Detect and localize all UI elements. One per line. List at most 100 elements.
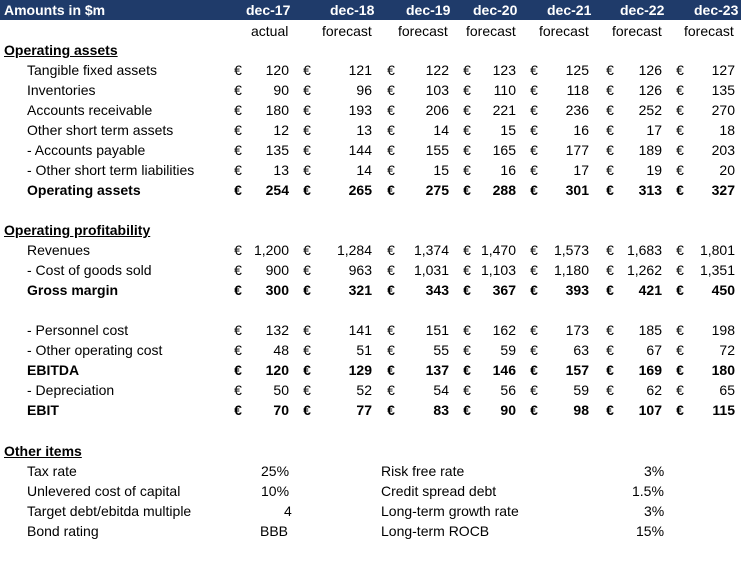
currency-symbol: € xyxy=(387,62,395,78)
currency-symbol: € xyxy=(387,382,395,398)
currency-symbol: € xyxy=(303,322,311,338)
param-label: Risk free rate xyxy=(381,463,465,479)
currency-symbol: € xyxy=(303,62,311,78)
cell-value: 126 xyxy=(638,82,662,98)
currency-symbol: € xyxy=(303,402,311,418)
currency-symbol: € xyxy=(676,342,684,358)
currency-symbol: € xyxy=(530,62,538,78)
cell-value: 65 xyxy=(719,382,735,398)
cell-value: 169 xyxy=(638,362,662,378)
cell-value: 14 xyxy=(356,162,372,178)
currency-symbol: € xyxy=(530,182,538,198)
currency-symbol: € xyxy=(234,82,242,98)
cell-value: 127 xyxy=(711,62,735,78)
currency-symbol: € xyxy=(234,402,242,418)
param-label: Target debt/ebitda multiple xyxy=(27,503,192,519)
currency-symbol: € xyxy=(676,162,684,178)
currency-symbol: € xyxy=(303,122,311,138)
currency-symbol: € xyxy=(463,102,471,118)
cell-value: 12 xyxy=(273,122,289,138)
section-heading-row: Operating profitability xyxy=(0,220,741,240)
currency-symbol: € xyxy=(463,242,471,258)
cell-value: 141 xyxy=(348,322,372,338)
currency-symbol: € xyxy=(387,322,395,338)
cell-value: 48 xyxy=(273,342,289,358)
currency-symbol: € xyxy=(303,162,311,178)
year-header: dec-20 xyxy=(473,2,518,18)
currency-symbol: € xyxy=(530,282,538,298)
cell-value: 54 xyxy=(433,382,449,398)
currency-symbol: € xyxy=(303,102,311,118)
cell-value: 173 xyxy=(565,322,589,338)
total-row: Gross margin €300 €321 €343 €367 €393 €421 €450 xyxy=(0,280,741,300)
currency-symbol: € xyxy=(234,262,242,278)
cell-value: 59 xyxy=(500,342,516,358)
cell-value: 135 xyxy=(265,142,289,158)
cell-value: 126 xyxy=(638,62,662,78)
currency-symbol: € xyxy=(303,82,311,98)
cell-value: 52 xyxy=(356,382,372,398)
param-value: 3% xyxy=(644,503,665,519)
row-label: EBIT xyxy=(27,402,59,418)
currency-symbol: € xyxy=(234,282,242,298)
currency-symbol: € xyxy=(676,142,684,158)
currency-symbol: € xyxy=(606,342,614,358)
currency-symbol: € xyxy=(463,382,471,398)
section-heading: Operating profitability xyxy=(4,222,151,238)
cell-value: 103 xyxy=(425,82,449,98)
currency-symbol: € xyxy=(303,242,311,258)
currency-symbol: € xyxy=(676,382,684,398)
currency-symbol: € xyxy=(387,162,395,178)
cell-value: 301 xyxy=(565,182,589,198)
cell-value: 16 xyxy=(573,122,589,138)
currency-symbol: € xyxy=(303,142,311,158)
column-type: forecast xyxy=(322,23,372,39)
table-row: Revenues €1,200 €1,284 €1,374 €1,470 €1,573 €1… xyxy=(0,240,741,260)
currency-symbol: € xyxy=(530,102,538,118)
currency-symbol: € xyxy=(463,162,471,178)
cell-value: 13 xyxy=(356,122,372,138)
row-label: - Personnel cost xyxy=(27,322,129,338)
currency-symbol: € xyxy=(303,342,311,358)
cell-value: 125 xyxy=(565,62,589,78)
cell-value: 16 xyxy=(500,162,516,178)
currency-symbol: € xyxy=(303,282,311,298)
units-title: Amounts in $m xyxy=(4,2,106,18)
cell-value: 121 xyxy=(348,62,372,78)
param-value: 10% xyxy=(261,483,290,499)
section-heading: Operating assets xyxy=(4,42,118,58)
param-label: Unlevered cost of capital xyxy=(27,483,181,499)
row-label: Gross margin xyxy=(27,282,119,298)
cell-value: 15 xyxy=(433,162,449,178)
cell-value: 55 xyxy=(433,342,449,358)
year-header: dec-19 xyxy=(406,2,451,18)
currency-symbol: € xyxy=(676,322,684,338)
currency-symbol: € xyxy=(606,162,614,178)
cell-value: 129 xyxy=(348,362,372,378)
cell-value: 70 xyxy=(273,402,289,418)
currency-symbol: € xyxy=(234,102,242,118)
table-row: Inventories €90 €96 €103 €110 €118 €126 €135 xyxy=(0,80,741,100)
cell-value: 67 xyxy=(646,342,662,358)
cell-value: 90 xyxy=(500,402,516,418)
column-type: forecast xyxy=(684,23,734,39)
currency-symbol: € xyxy=(303,382,311,398)
currency-symbol: € xyxy=(606,282,614,298)
currency-symbol: € xyxy=(530,82,538,98)
param-value: 25% xyxy=(261,463,290,479)
currency-symbol: € xyxy=(463,282,471,298)
cell-value: 288 xyxy=(492,182,516,198)
table-row: - Accounts payable €135 €144 €155 €165 €177 €1… xyxy=(0,140,741,160)
cell-value: 135 xyxy=(711,82,735,98)
param-value: 3% xyxy=(644,463,665,479)
row-label: - Other short term liabilities xyxy=(27,162,195,178)
currency-symbol: € xyxy=(387,182,395,198)
currency-symbol: € xyxy=(234,242,242,258)
cell-value: 198 xyxy=(711,322,735,338)
cell-value: 62 xyxy=(646,382,662,398)
currency-symbol: € xyxy=(676,102,684,118)
cell-value: 1,103 xyxy=(480,262,516,278)
total-row: EBITDA €120 €129 €137 €146 €157 €169 €180 xyxy=(0,360,741,380)
cell-value: 120 xyxy=(265,362,289,378)
currency-symbol: € xyxy=(463,62,471,78)
